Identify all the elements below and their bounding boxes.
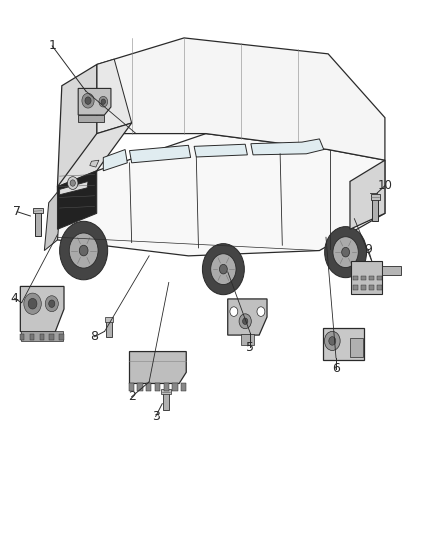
Polygon shape [57,123,132,187]
Bar [181,383,186,391]
Text: 8: 8 [91,330,99,343]
Text: 7: 7 [13,205,21,218]
Text: 1: 1 [48,39,56,52]
Bar [172,383,177,391]
Circle shape [67,176,78,189]
Bar [369,285,374,290]
Bar [377,285,382,290]
Polygon shape [382,265,401,276]
Polygon shape [130,352,186,383]
Text: 6: 6 [332,362,340,375]
Bar [106,319,112,337]
Circle shape [211,254,236,285]
Circle shape [329,337,336,345]
Polygon shape [57,134,385,256]
Bar [129,383,134,391]
Text: 4: 4 [11,292,18,305]
Circle shape [82,93,94,108]
Bar [361,276,366,280]
Bar [369,276,374,280]
Polygon shape [350,160,385,229]
Bar [33,208,42,213]
Circle shape [342,247,350,257]
Polygon shape [60,181,88,195]
Circle shape [219,264,227,274]
Circle shape [325,332,340,351]
Circle shape [60,221,108,280]
Polygon shape [57,171,97,229]
Circle shape [325,227,367,278]
Bar [59,334,64,340]
Bar [353,285,358,290]
Circle shape [85,97,91,104]
Bar [146,383,151,391]
Circle shape [239,314,251,329]
Polygon shape [97,38,385,160]
Polygon shape [20,286,64,332]
Text: 3: 3 [152,410,159,423]
Bar [35,209,41,236]
Circle shape [79,245,88,256]
Polygon shape [78,88,111,115]
Polygon shape [78,115,104,122]
Bar [371,194,380,199]
Circle shape [230,307,238,317]
Bar [30,334,34,340]
Bar [138,383,143,391]
Polygon shape [130,146,191,163]
Bar [39,334,44,340]
Polygon shape [57,64,97,187]
Polygon shape [251,139,324,155]
Polygon shape [44,187,62,251]
Circle shape [101,99,106,104]
Bar [353,276,358,280]
Bar [105,317,113,322]
Circle shape [24,293,41,314]
Circle shape [257,307,265,317]
Bar [49,334,54,340]
Bar [361,285,366,290]
Text: 9: 9 [364,243,372,256]
Bar [377,276,382,280]
Bar [161,389,170,394]
Bar [20,334,24,340]
Bar [241,334,254,345]
Polygon shape [194,144,247,157]
Circle shape [202,244,244,295]
Polygon shape [103,150,127,171]
Text: 2: 2 [128,390,136,403]
Circle shape [69,233,98,268]
Circle shape [243,318,248,325]
Circle shape [333,237,358,268]
Polygon shape [351,261,382,294]
Bar [372,196,378,221]
Bar [162,393,169,410]
Circle shape [49,300,55,308]
Polygon shape [90,160,99,167]
Polygon shape [228,299,267,335]
Circle shape [28,298,37,309]
Polygon shape [323,328,364,360]
Bar [155,383,160,391]
Bar [21,330,63,341]
Bar [163,383,169,391]
Polygon shape [97,59,132,134]
Circle shape [99,96,108,107]
Circle shape [45,296,58,312]
Text: 5: 5 [247,341,254,354]
Circle shape [70,180,75,186]
Bar [350,338,363,357]
Text: 10: 10 [378,179,392,192]
